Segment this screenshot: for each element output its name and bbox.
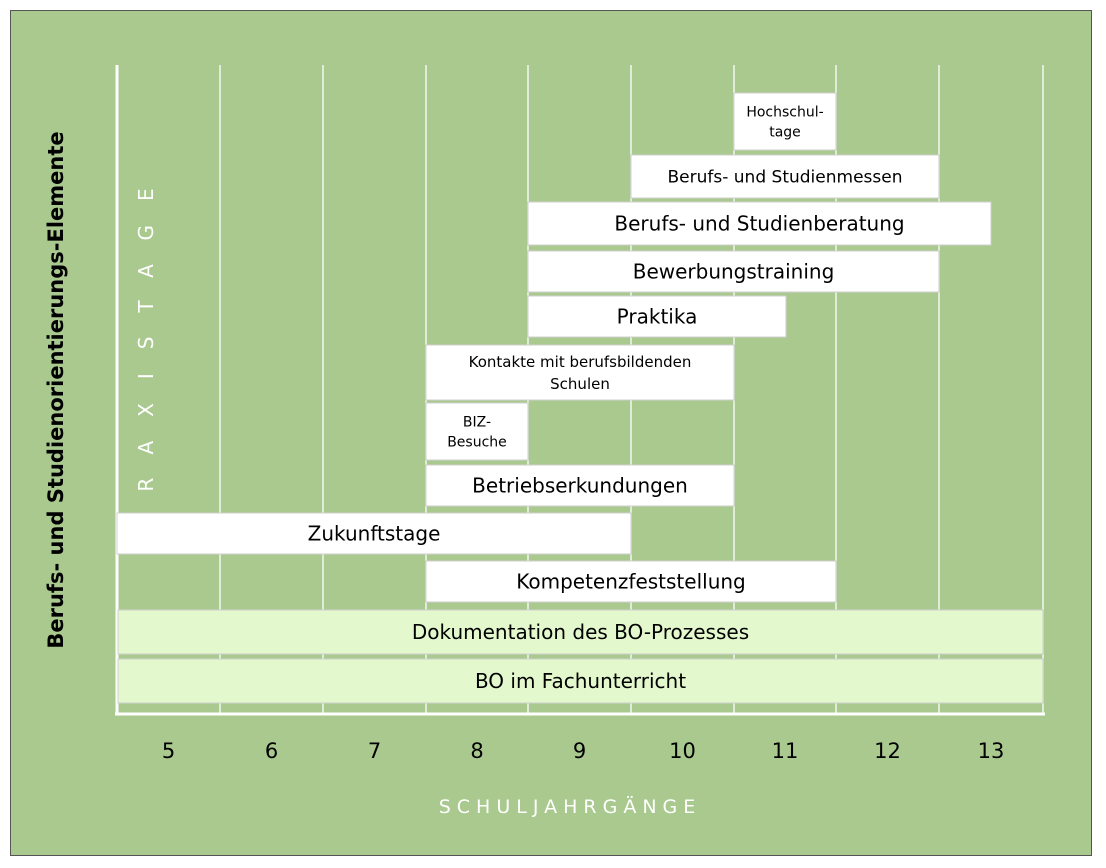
bar (630, 154, 940, 199)
bar (425, 464, 735, 507)
bar-label: BO im Fachunterricht (475, 669, 686, 693)
bar (117, 658, 1044, 704)
bar-label: Berufs- und Studienberatung (614, 212, 904, 236)
bar (425, 344, 735, 401)
bar-label: Hochschul- (746, 104, 823, 120)
bar-label: Zukunftstage (308, 522, 441, 546)
x-tick-label: 10 (669, 739, 696, 763)
x-tick-label: 7 (368, 739, 381, 763)
bar (733, 92, 837, 151)
x-tick-label: 9 (573, 739, 586, 763)
bar (117, 609, 1044, 655)
x-tick-label: 11 (772, 739, 799, 763)
bar (116, 512, 632, 555)
bar (527, 201, 992, 246)
x-tick-label: 13 (978, 739, 1005, 763)
bar-label: Besuche (447, 435, 507, 451)
bar (527, 295, 787, 338)
x-axis-label: SCHULJAHRGÄNGE (438, 796, 702, 818)
x-tick-label: 5 (162, 739, 175, 763)
bar-label: Kontakte mit berufsbildenden (469, 353, 692, 371)
bar-label: Dokumentation des BO-Prozesses (412, 620, 749, 644)
bar-label: tage (769, 125, 801, 141)
x-tick-label: 12 (874, 739, 901, 763)
bar-label: Praktika (617, 305, 698, 329)
bar (425, 560, 837, 603)
bar-label: Bewerbungstraining (633, 260, 835, 284)
bar-label: Schulen (550, 375, 610, 393)
bar-label: BIZ- (463, 414, 491, 430)
x-tick-label: 8 (470, 739, 483, 763)
x-tick-label: 6 (265, 739, 278, 763)
bar (527, 250, 940, 293)
bar-label: Berufs- und Studienmessen (668, 168, 903, 188)
bar (425, 402, 529, 461)
bar-label: Betriebserkundungen (472, 474, 688, 498)
bar-label: Kompetenzfeststellung (516, 570, 746, 594)
